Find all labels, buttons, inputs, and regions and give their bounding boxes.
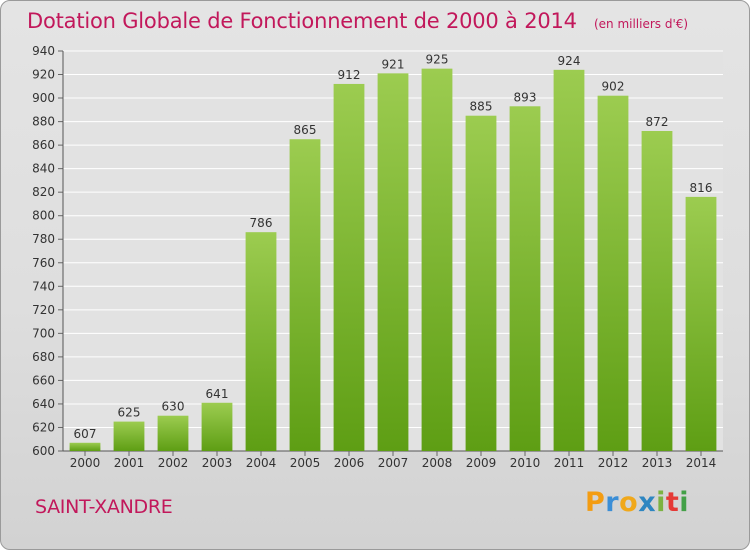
y-tick-label: 620 — [32, 420, 55, 434]
x-tick-label: 2012 — [598, 456, 629, 470]
data-label-2003: 641 — [206, 387, 229, 401]
bar-2014 — [685, 196, 717, 451]
x-tick-label: 2008 — [422, 456, 453, 470]
x-tick-label: 2006 — [334, 456, 365, 470]
chart-title: Dotation Globale de Fonctionnement de 20… — [27, 9, 577, 33]
x-tick-label: 2001 — [114, 456, 145, 470]
bar-2001 — [113, 421, 145, 451]
data-label-2000: 607 — [74, 427, 97, 441]
x-tick-label: 2005 — [290, 456, 321, 470]
bar-2011 — [553, 69, 585, 451]
commune-name: SAINT-XANDRE — [35, 496, 173, 518]
y-tick-label: 600 — [32, 444, 55, 458]
y-tick-label: 940 — [32, 44, 55, 58]
bar-2009 — [465, 115, 497, 452]
x-tick-label: 2007 — [378, 456, 409, 470]
bar-2006 — [333, 83, 365, 452]
data-label-2008: 925 — [426, 53, 449, 67]
x-tick-label: 2011 — [554, 456, 585, 470]
data-label-2012: 902 — [602, 80, 625, 94]
bar-2000 — [69, 442, 101, 451]
y-tick-label: 700 — [32, 326, 55, 340]
x-tick-label: 2014 — [686, 456, 717, 470]
y-tick-label: 780 — [32, 232, 55, 246]
x-tick-label: 2010 — [510, 456, 541, 470]
data-label-2014: 816 — [690, 181, 713, 195]
logo-letter-i-2: i — [679, 487, 690, 518]
x-tick-label: 2004 — [246, 456, 277, 470]
logo-letter-r: r — [605, 487, 620, 518]
x-tick-label: 2003 — [202, 456, 233, 470]
data-label-2007: 921 — [382, 57, 405, 71]
y-tick-label: 740 — [32, 279, 55, 293]
bar-2003 — [201, 402, 233, 451]
title-row: Dotation Globale de Fonctionnement de 20… — [27, 9, 688, 33]
bar-2005 — [289, 139, 321, 451]
logo-letter-x: x — [638, 487, 657, 518]
bar-2004 — [245, 232, 277, 451]
y-tick-label: 680 — [32, 350, 55, 364]
data-label-2005: 865 — [294, 123, 317, 137]
y-tick-label: 900 — [32, 91, 55, 105]
x-tick-label: 2009 — [466, 456, 497, 470]
y-tick-label: 660 — [32, 373, 55, 387]
logo-letter-o: o — [619, 487, 639, 518]
bar-2008 — [421, 68, 453, 451]
data-label-2010: 893 — [514, 90, 537, 104]
bar-2002 — [157, 415, 189, 451]
y-tick-label: 860 — [32, 138, 55, 152]
data-label-2001: 625 — [118, 406, 141, 420]
bar-2007 — [377, 73, 409, 452]
bar-2010 — [509, 106, 541, 451]
data-label-2006: 912 — [338, 68, 361, 82]
data-label-2013: 872 — [646, 115, 669, 129]
bar-2013 — [641, 131, 673, 451]
proxiti-logo: Proxiti — [585, 487, 689, 518]
logo-letter-t: t — [665, 487, 680, 518]
unit-note: (en milliers d'€) — [593, 17, 689, 31]
data-label-2009: 885 — [470, 100, 493, 114]
y-tick-label: 920 — [32, 68, 55, 82]
x-tick-label: 2002 — [158, 456, 189, 470]
bar-2012 — [597, 95, 629, 452]
y-tick-label: 640 — [32, 397, 55, 411]
data-label-2004: 786 — [250, 216, 273, 230]
y-tick-label: 760 — [32, 256, 55, 270]
y-tick-label: 720 — [32, 303, 55, 317]
y-tick-label: 800 — [32, 209, 55, 223]
x-tick-label: 2000 — [70, 456, 101, 470]
y-tick-label: 820 — [32, 185, 55, 199]
data-label-2002: 630 — [162, 400, 185, 414]
logo-letter-p: P — [585, 487, 606, 518]
x-tick-label: 2013 — [642, 456, 673, 470]
data-label-2011: 924 — [558, 54, 581, 68]
logo-letter-i: i — [656, 487, 666, 518]
y-tick-label: 880 — [32, 115, 55, 129]
y-tick-label: 840 — [32, 162, 55, 176]
